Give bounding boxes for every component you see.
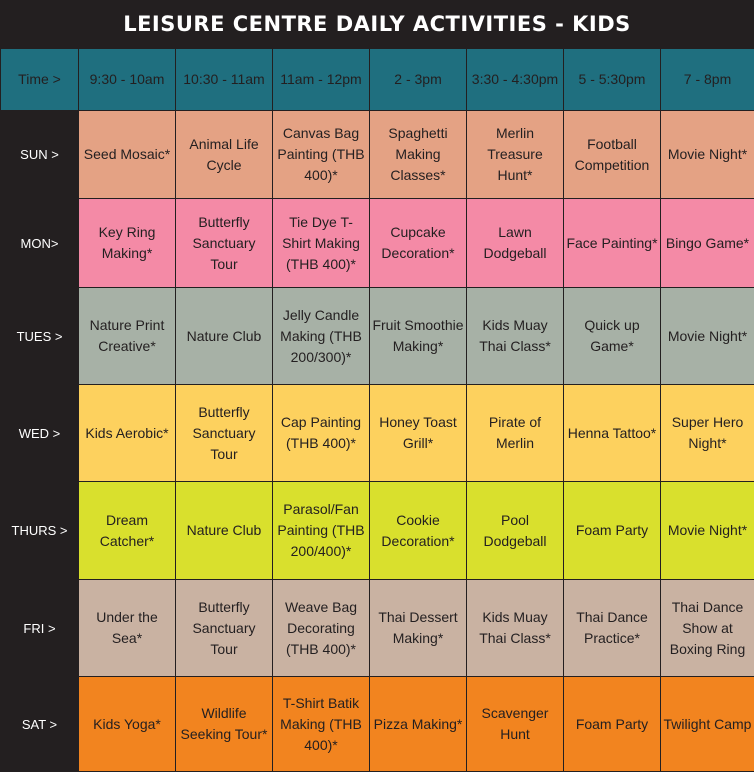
activity-cell: Kids Muay Thai Class* — [467, 580, 564, 677]
day-row-thursday: THURS > Dream Catcher* Nature Club Paras… — [1, 482, 754, 580]
activity-cell: Dream Catcher* — [79, 482, 176, 580]
activity-cell: Football Competition — [564, 111, 661, 199]
day-label: SUN > — [1, 111, 79, 199]
activity-cell: Cupcake Decoration* — [370, 199, 467, 288]
activity-cell: Pizza Making* — [370, 677, 467, 772]
activity-cell: Wildlife Seeking Tour* — [176, 677, 273, 772]
activity-cell: Super Hero Night* — [661, 385, 754, 482]
activity-cell: Movie Night* — [661, 111, 754, 199]
activity-cell: Under the Sea* — [79, 580, 176, 677]
activity-cell: Movie Night* — [661, 482, 754, 580]
activity-cell: Nature Club — [176, 288, 273, 385]
activity-cell: Quick up Game* — [564, 288, 661, 385]
activity-cell: Kids Aerobic* — [79, 385, 176, 482]
activity-cell: Tie Dye T-Shirt Making (THB 400)* — [273, 199, 370, 288]
page-title: LEISURE CENTRE DAILY ACTIVITIES - KIDS — [0, 0, 754, 48]
activity-cell: Henna Tattoo* — [564, 385, 661, 482]
day-label: FRI > — [1, 580, 79, 677]
activity-cell: Butterfly Sanctuary Tour — [176, 385, 273, 482]
time-slot: 7 - 8pm — [661, 49, 754, 111]
activity-cell: T-Shirt Batik Making (THB 400)* — [273, 677, 370, 772]
time-slot: 11am - 12pm — [273, 49, 370, 111]
activity-cell: Thai Dance Show at Boxing Ring — [661, 580, 754, 677]
activity-cell: Kids Muay Thai Class* — [467, 288, 564, 385]
activity-cell: Fruit Smoothie Making* — [370, 288, 467, 385]
activity-cell: Cookie Decoration* — [370, 482, 467, 580]
activity-cell: Parasol/Fan Painting (THB 200/400)* — [273, 482, 370, 580]
activity-cell: Butterfly Sanctuary Tour — [176, 199, 273, 288]
activity-cell: Cap Painting (THB 400)* — [273, 385, 370, 482]
activity-cell: Thai Dance Practice* — [564, 580, 661, 677]
activity-cell: Foam Party — [564, 677, 661, 772]
activity-cell: Merlin Treasure Hunt* — [467, 111, 564, 199]
activities-table: Time > 9:30 - 10am 10:30 - 11am 11am - 1… — [0, 48, 754, 772]
time-header-row: Time > 9:30 - 10am 10:30 - 11am 11am - 1… — [1, 49, 754, 111]
day-row-monday: MON> Key Ring Making* Butterfly Sanctuar… — [1, 199, 754, 288]
activity-cell: Thai Dessert Making* — [370, 580, 467, 677]
day-row-sunday: SUN > Seed Mosaic* Animal Life Cycle Can… — [1, 111, 754, 199]
time-slot: 2 - 3pm — [370, 49, 467, 111]
time-label: Time > — [1, 49, 79, 111]
day-label: WED > — [1, 385, 79, 482]
time-slot: 3:30 - 4:30pm — [467, 49, 564, 111]
activity-cell: Canvas Bag Painting (THB 400)* — [273, 111, 370, 199]
day-row-wednesday: WED > Kids Aerobic* Butterfly Sanctuary … — [1, 385, 754, 482]
activity-cell: Pirate of Merlin — [467, 385, 564, 482]
activity-cell: Twilight Camp — [661, 677, 754, 772]
day-row-saturday: SAT > Kids Yoga* Wildlife Seeking Tour* … — [1, 677, 754, 772]
activity-cell: Weave Bag Decorating (THB 400)* — [273, 580, 370, 677]
time-slot: 9:30 - 10am — [79, 49, 176, 111]
activity-cell: Seed Mosaic* — [79, 111, 176, 199]
activity-cell: Key Ring Making* — [79, 199, 176, 288]
activity-cell: Honey Toast Grill* — [370, 385, 467, 482]
activity-cell: Spaghetti Making Classes* — [370, 111, 467, 199]
day-row-friday: FRI > Under the Sea* Butterfly Sanctuary… — [1, 580, 754, 677]
day-label: SAT > — [1, 677, 79, 772]
day-label: TUES > — [1, 288, 79, 385]
activity-cell: Pool Dodgeball — [467, 482, 564, 580]
activity-cell: Lawn Dodgeball — [467, 199, 564, 288]
time-slot: 10:30 - 11am — [176, 49, 273, 111]
activity-cell: Animal Life Cycle — [176, 111, 273, 199]
activity-cell: Bingo Game* — [661, 199, 754, 288]
time-slot: 5 - 5:30pm — [564, 49, 661, 111]
activity-cell: Nature Print Creative* — [79, 288, 176, 385]
activity-cell: Foam Party — [564, 482, 661, 580]
day-row-tuesday: TUES > Nature Print Creative* Nature Clu… — [1, 288, 754, 385]
activity-cell: Butterfly Sanctuary Tour — [176, 580, 273, 677]
day-label: THURS > — [1, 482, 79, 580]
activity-cell: Jelly Candle Making (THB 200/300)* — [273, 288, 370, 385]
activity-cell: Face Painting* — [564, 199, 661, 288]
activity-cell: Movie Night* — [661, 288, 754, 385]
activity-cell: Kids Yoga* — [79, 677, 176, 772]
day-label: MON> — [1, 199, 79, 288]
activity-cell: Scavenger Hunt — [467, 677, 564, 772]
activity-cell: Nature Club — [176, 482, 273, 580]
